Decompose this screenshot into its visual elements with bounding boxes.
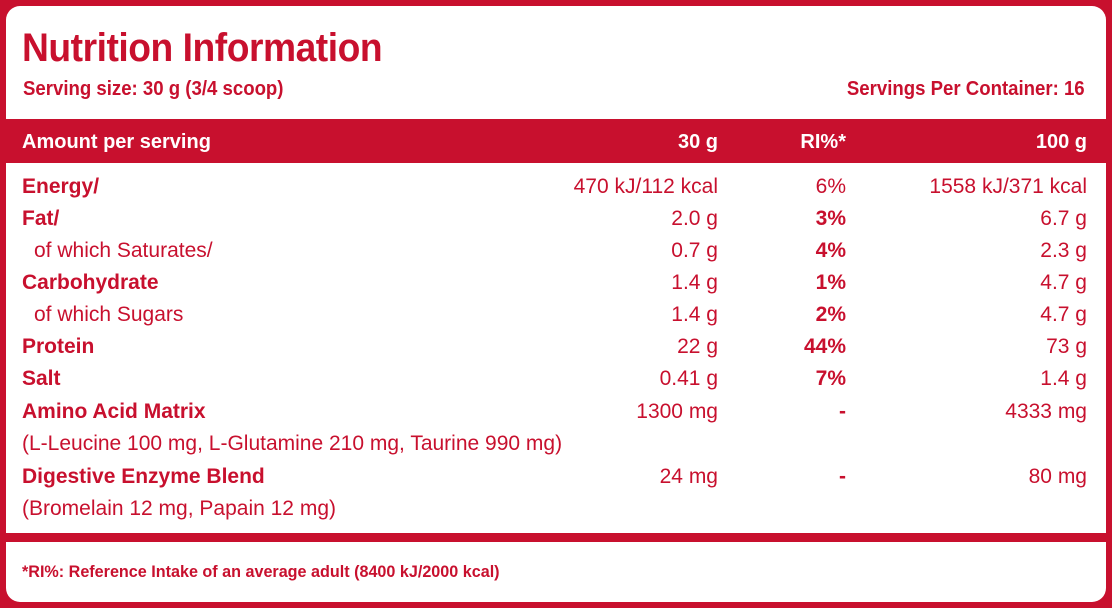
value-30g: 1300 mg	[636, 400, 718, 423]
value-30g: 470 kJ/112 kcal	[573, 175, 718, 198]
value-30g: 1.4 g	[671, 303, 718, 326]
row-label: Fat/	[22, 207, 60, 230]
value-30g: 1.4 g	[671, 271, 718, 294]
value-100g: 6.7 g	[1040, 207, 1087, 230]
header-ri-percent: RI%*	[800, 131, 846, 153]
value-ri: 7%	[815, 367, 846, 390]
value-ri: 1%	[815, 271, 846, 294]
table-row-enzyme-detail: (Bromelain 12 mg, Papain 12 mg)	[6, 493, 1106, 525]
value-ri: 4%	[815, 239, 846, 262]
value-100g: 4.7 g	[1040, 271, 1087, 294]
row-label: Salt	[22, 367, 61, 390]
value-ri: 6%	[815, 175, 846, 198]
value-100g: 4333 mg	[1005, 400, 1087, 423]
value-100g: 2.3 g	[1040, 239, 1087, 262]
page-title: Nutrition Information	[22, 26, 383, 70]
table-row-protein: Protein 22 g 44% 73 g	[6, 331, 1106, 363]
row-label: Protein	[22, 335, 95, 358]
value-100g: 4.7 g	[1040, 303, 1087, 326]
value-ri: -	[839, 465, 846, 488]
value-ri: 3%	[815, 207, 846, 230]
value-100g: 73 g	[1046, 335, 1087, 358]
value-100g: 1.4 g	[1040, 367, 1087, 390]
value-ri: 2%	[815, 303, 846, 326]
header-100g: 100 g	[1035, 131, 1087, 153]
footnote: *RI%: Reference Intake of an average adu…	[22, 562, 500, 581]
nutrition-label-card: Nutrition Information Serving size: 30 g…	[6, 6, 1106, 602]
table-row-energy: Energy/ 470 kJ/112 kcal 6% 1558 kJ/371 k…	[6, 171, 1106, 203]
table-row-carbohydrate: Carbohydrate 1.4 g 1% 4.7 g	[6, 267, 1106, 299]
footer-divider	[6, 533, 1106, 542]
table-row-fat: Fat/ 2.0 g 3% 6.7 g	[6, 203, 1106, 235]
row-detail: (Bromelain 12 mg, Papain 12 mg)	[22, 497, 336, 520]
value-100g: 1558 kJ/371 kcal	[929, 175, 1087, 198]
row-label: of which Sugars	[34, 303, 184, 326]
table-row-sugars: of which Sugars 1.4 g 2% 4.7 g	[6, 299, 1106, 331]
value-ri: 44%	[803, 335, 846, 358]
row-detail: (L-Leucine 100 mg, L-Glutamine 210 mg, T…	[22, 432, 563, 455]
row-label: of which Saturates/	[34, 239, 213, 262]
value-30g: 22 g	[677, 335, 718, 358]
table-row-amino-acid-matrix: Amino Acid Matrix 1300 mg - 4333 mg	[6, 396, 1106, 428]
value-100g: 80 mg	[1028, 465, 1087, 488]
value-ri: -	[839, 400, 846, 423]
value-30g: 0.41 g	[659, 367, 718, 390]
row-label: Energy/	[22, 175, 100, 198]
header-30g: 30 g	[677, 131, 718, 153]
row-label: Amino Acid Matrix	[22, 400, 206, 423]
table-row-saturates: of which Saturates/ 0.7 g 4% 2.3 g	[6, 235, 1106, 267]
servings-per-container: Servings Per Container: 16	[847, 78, 1085, 100]
table-row-salt: Salt 0.41 g 7% 1.4 g	[6, 363, 1106, 395]
table-row-digestive-enzyme-blend: Digestive Enzyme Blend 24 mg - 80 mg	[6, 461, 1106, 493]
nutrition-table-body: Energy/ 470 kJ/112 kcal 6% 1558 kJ/371 k…	[6, 163, 1106, 533]
header-amount-per-serving: Amount per serving	[22, 131, 211, 153]
table-row-amino-acid-detail: (L-Leucine 100 mg, L-Glutamine 210 mg, T…	[6, 428, 1106, 460]
value-30g: 2.0 g	[671, 207, 718, 230]
table-header: Amount per serving 30 g RI%* 100 g	[6, 119, 1106, 163]
value-30g: 0.7 g	[671, 239, 718, 262]
row-label: Digestive Enzyme Blend	[22, 465, 265, 488]
row-label: Carbohydrate	[22, 271, 159, 294]
value-30g: 24 mg	[659, 465, 718, 488]
serving-size: Serving size: 30 g (3/4 scoop)	[23, 78, 284, 100]
